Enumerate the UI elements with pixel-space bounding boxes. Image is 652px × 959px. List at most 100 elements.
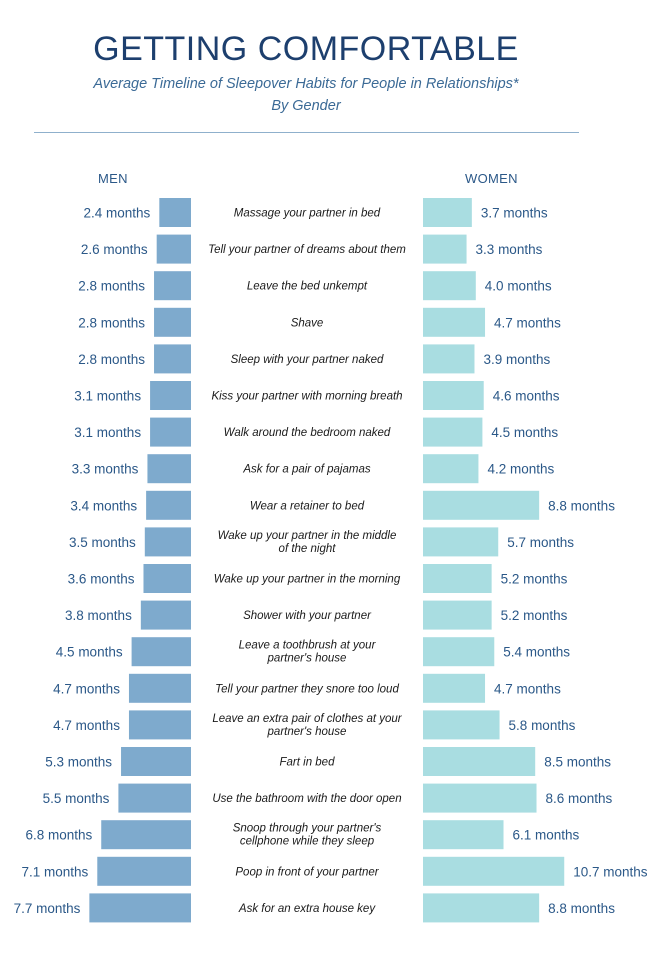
men-value-label-6: 3.1 months xyxy=(74,425,141,440)
men-bar-0 xyxy=(159,198,191,227)
women-value-label-2: 4.0 months xyxy=(485,279,552,294)
category-label-10: Wake up your partner in the morning xyxy=(214,574,401,586)
men-value-label-9: 3.5 months xyxy=(69,535,136,550)
women-bar-18 xyxy=(423,856,565,886)
men-bar-4 xyxy=(154,344,191,374)
women-value-label-6: 4.5 months xyxy=(491,425,558,440)
women-value-label-17: 6.1 months xyxy=(513,828,580,843)
women-bar-7 xyxy=(423,454,479,484)
category-label-line: partner's house xyxy=(267,726,347,738)
men-value-label-7: 3.3 months xyxy=(72,462,139,477)
women-bar-4 xyxy=(423,344,475,374)
men-value-label-16: 5.5 months xyxy=(43,791,110,806)
category-label-line: Snoop through your partner's xyxy=(233,823,382,835)
men-value-label-13: 4.7 months xyxy=(53,681,120,696)
women-value-label-3: 4.7 months xyxy=(494,315,561,330)
women-bar-13 xyxy=(423,673,486,703)
women-column-header: WOMEN xyxy=(465,171,518,186)
women-value-label-5: 4.6 months xyxy=(493,389,560,404)
women-bar-12 xyxy=(423,637,495,667)
women-value-label-19: 8.8 months xyxy=(548,901,615,916)
women-bar-3 xyxy=(423,307,486,337)
men-bar-3 xyxy=(154,307,191,337)
category-label-5: Kiss your partner with morning breath xyxy=(211,391,402,403)
women-bar-8 xyxy=(423,490,540,520)
men-value-label-4: 2.8 months xyxy=(78,352,145,367)
subtitle-line-2: By Gender xyxy=(271,98,341,114)
women-value-label-13: 4.7 months xyxy=(494,681,561,696)
women-bar-16 xyxy=(423,783,537,813)
women-value-label-0: 3.7 months xyxy=(481,206,548,221)
men-value-label-18: 7.1 months xyxy=(21,864,88,879)
men-bar-12 xyxy=(131,637,191,667)
title-divider xyxy=(34,132,579,133)
category-label-line: partner's house xyxy=(267,653,347,665)
men-bar-11 xyxy=(140,600,191,630)
women-bar-6 xyxy=(423,417,483,447)
category-label-1: Tell your partner of dreams about them xyxy=(208,244,406,256)
category-label-9: Wake up your partner in the middle of the… xyxy=(218,530,397,555)
women-bar-11 xyxy=(423,600,492,630)
men-bar-13 xyxy=(128,673,191,703)
category-label-11: Shower with your partner xyxy=(243,610,372,622)
men-bar-10 xyxy=(143,564,191,593)
men-column-header: MEN xyxy=(98,171,128,186)
women-value-label-11: 5.2 months xyxy=(501,608,568,623)
men-bar-7 xyxy=(147,454,191,484)
category-label-7: Ask for a pair of pajamas xyxy=(242,464,370,476)
category-label-14: Leave an extra pair of clothes at your pa… xyxy=(212,713,402,738)
category-label-19: Ask for an extra house key xyxy=(238,903,376,915)
men-bar-9 xyxy=(144,527,191,557)
men-value-label-17: 6.8 months xyxy=(25,828,92,843)
women-value-label-10: 5.2 months xyxy=(501,572,568,587)
men-bar-17 xyxy=(101,820,191,850)
women-bar-17 xyxy=(423,820,504,850)
women-bar-5 xyxy=(423,381,484,410)
men-value-label-8: 3.4 months xyxy=(70,498,137,513)
men-bar-2 xyxy=(154,271,191,301)
women-value-label-15: 8.5 months xyxy=(544,755,611,770)
women-bar-10 xyxy=(423,564,492,593)
women-value-label-4: 3.9 months xyxy=(483,352,550,367)
women-bar-9 xyxy=(423,527,499,557)
category-label-line: cellphone while they sleep xyxy=(240,836,375,848)
chart-subtitle: Average Timeline of Sleepover Habits for… xyxy=(0,73,612,117)
men-bar-16 xyxy=(118,783,191,813)
men-bar-1 xyxy=(156,234,191,264)
category-label-8: Wear a retainer to bed xyxy=(250,500,365,512)
men-value-label-14: 4.7 months xyxy=(53,718,120,733)
men-value-label-19: 7.7 months xyxy=(14,901,81,916)
men-value-label-5: 3.1 months xyxy=(74,389,141,404)
category-label-15: Fart in bed xyxy=(280,757,336,769)
men-value-label-12: 4.5 months xyxy=(56,645,123,660)
men-bar-18 xyxy=(97,856,191,886)
women-value-label-7: 4.2 months xyxy=(487,462,554,477)
men-bar-5 xyxy=(150,381,191,410)
category-label-13: Tell your partner they snore too loud xyxy=(215,683,399,695)
men-bar-14 xyxy=(128,710,191,740)
women-value-label-14: 5.8 months xyxy=(509,718,576,733)
women-value-label-9: 5.7 months xyxy=(507,535,574,550)
category-label-line: of the night xyxy=(279,543,337,555)
category-label-17: Snoop through your partner's cellphone wh… xyxy=(233,823,382,848)
women-value-label-16: 8.6 months xyxy=(546,791,613,806)
women-bar-1 xyxy=(423,234,467,264)
women-value-label-12: 5.4 months xyxy=(503,645,570,660)
men-bar-19 xyxy=(89,893,191,923)
men-bar-8 xyxy=(146,490,191,520)
category-label-12: Leave a toothbrush at your partner's hous… xyxy=(239,640,377,665)
men-value-label-10: 3.6 months xyxy=(68,572,135,587)
category-label-line: Wake up your partner in the middle xyxy=(218,530,397,542)
category-label-0: Massage your partner in bed xyxy=(234,208,381,220)
men-value-label-1: 2.6 months xyxy=(81,242,148,257)
chart-title: GETTING COMFORTABLE xyxy=(93,30,519,68)
category-label-line: Leave a toothbrush at your xyxy=(239,640,377,652)
men-value-label-2: 2.8 months xyxy=(78,279,145,294)
category-label-3: Shave xyxy=(291,317,324,329)
men-value-label-3: 2.8 months xyxy=(78,315,145,330)
women-bar-14 xyxy=(423,710,500,740)
category-label-2: Leave the bed unkempt xyxy=(247,281,368,293)
category-label-line: Leave an extra pair of clothes at your xyxy=(212,713,402,725)
men-value-label-11: 3.8 months xyxy=(65,608,132,623)
